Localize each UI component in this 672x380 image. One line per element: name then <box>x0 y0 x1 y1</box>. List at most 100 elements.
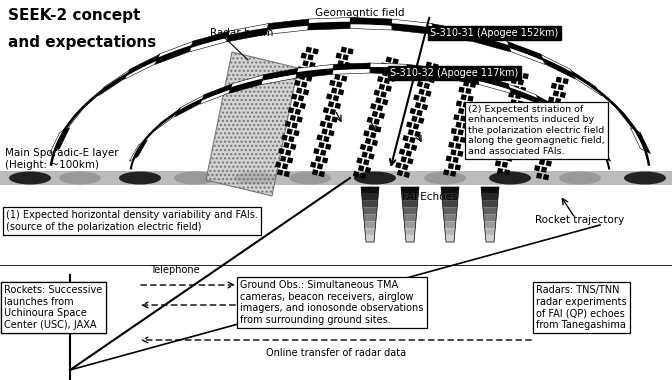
Polygon shape <box>593 140 606 159</box>
Polygon shape <box>453 136 459 142</box>
Polygon shape <box>287 157 293 163</box>
Polygon shape <box>523 73 529 79</box>
Polygon shape <box>308 23 350 30</box>
Polygon shape <box>552 112 558 118</box>
Polygon shape <box>337 60 344 66</box>
Polygon shape <box>510 120 516 127</box>
Polygon shape <box>443 207 457 214</box>
Polygon shape <box>403 214 417 222</box>
Polygon shape <box>444 222 456 228</box>
Polygon shape <box>408 129 414 136</box>
Polygon shape <box>468 74 474 81</box>
Polygon shape <box>457 150 464 157</box>
Polygon shape <box>98 74 127 96</box>
Polygon shape <box>284 171 290 177</box>
Polygon shape <box>540 54 573 74</box>
Polygon shape <box>503 119 509 125</box>
Polygon shape <box>546 160 552 166</box>
Polygon shape <box>296 116 303 123</box>
Polygon shape <box>562 112 585 131</box>
Polygon shape <box>462 123 468 129</box>
Polygon shape <box>406 122 413 128</box>
Polygon shape <box>511 78 517 84</box>
Polygon shape <box>540 138 546 144</box>
Polygon shape <box>267 19 309 29</box>
Polygon shape <box>597 142 611 162</box>
Text: Main Sporadic-E layer
(Height: ~100km): Main Sporadic-E layer (Height: ~100km) <box>5 148 119 169</box>
Polygon shape <box>326 93 333 100</box>
Polygon shape <box>441 187 459 194</box>
Ellipse shape <box>354 171 396 185</box>
Polygon shape <box>362 201 378 207</box>
Text: (2) Expected striation of
enhancements induced by
the polarization electric fiel: (2) Expected striation of enhancements i… <box>468 105 605 155</box>
Polygon shape <box>363 130 370 137</box>
Polygon shape <box>301 81 307 88</box>
Polygon shape <box>364 222 376 228</box>
Polygon shape <box>411 144 417 151</box>
Polygon shape <box>333 63 370 69</box>
Polygon shape <box>620 110 640 133</box>
Polygon shape <box>297 64 333 73</box>
Polygon shape <box>60 110 81 133</box>
Polygon shape <box>446 155 452 162</box>
Polygon shape <box>513 107 519 113</box>
Polygon shape <box>158 108 180 127</box>
Polygon shape <box>444 214 456 222</box>
Polygon shape <box>134 140 147 159</box>
Ellipse shape <box>59 171 101 185</box>
Polygon shape <box>415 131 421 138</box>
Polygon shape <box>429 77 435 83</box>
Polygon shape <box>392 58 398 65</box>
Polygon shape <box>562 78 569 84</box>
Polygon shape <box>382 70 388 76</box>
Polygon shape <box>507 134 513 140</box>
Polygon shape <box>422 75 429 81</box>
Text: SEEK-2 concept: SEEK-2 concept <box>8 8 140 23</box>
Text: Geomagntic field: Geomagntic field <box>315 8 405 18</box>
Polygon shape <box>402 194 419 201</box>
Text: Rockets: Successive
launches from
Uchinoura Space
Center (USC), JAXA: Rockets: Successive launches from Uchino… <box>4 285 102 330</box>
Polygon shape <box>206 52 298 196</box>
Polygon shape <box>129 142 143 162</box>
Polygon shape <box>497 147 504 153</box>
Polygon shape <box>539 159 545 165</box>
Polygon shape <box>508 84 538 100</box>
Polygon shape <box>50 130 65 154</box>
Polygon shape <box>452 157 459 163</box>
Polygon shape <box>401 156 407 163</box>
Text: Telephone: Telephone <box>150 265 200 275</box>
Polygon shape <box>312 169 319 176</box>
Polygon shape <box>555 98 561 104</box>
Polygon shape <box>497 168 503 174</box>
Polygon shape <box>362 194 378 201</box>
Polygon shape <box>370 103 376 109</box>
Polygon shape <box>372 139 378 146</box>
Polygon shape <box>413 123 419 130</box>
Text: (1) Expected horizontal density variability and FAIs.
(source of the polarizatio: (1) Expected horizontal density variabil… <box>6 210 258 231</box>
Polygon shape <box>280 155 286 162</box>
Polygon shape <box>407 64 444 73</box>
Polygon shape <box>361 187 379 194</box>
Polygon shape <box>557 105 563 112</box>
Polygon shape <box>322 157 328 163</box>
Polygon shape <box>299 74 306 80</box>
Polygon shape <box>375 97 382 104</box>
Polygon shape <box>65 107 85 130</box>
Polygon shape <box>444 73 478 85</box>
Polygon shape <box>461 73 467 79</box>
Polygon shape <box>466 66 472 73</box>
Polygon shape <box>386 57 392 63</box>
Polygon shape <box>442 194 458 201</box>
Polygon shape <box>293 101 299 108</box>
Polygon shape <box>290 144 296 150</box>
Ellipse shape <box>624 171 666 185</box>
Polygon shape <box>504 169 510 176</box>
Polygon shape <box>304 68 310 74</box>
Polygon shape <box>353 171 360 177</box>
Polygon shape <box>386 86 392 92</box>
Polygon shape <box>417 81 423 87</box>
Polygon shape <box>341 46 347 53</box>
Polygon shape <box>296 87 302 94</box>
Polygon shape <box>478 80 511 93</box>
Polygon shape <box>404 171 410 178</box>
